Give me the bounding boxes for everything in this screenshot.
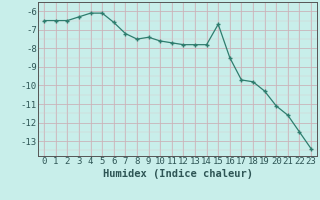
X-axis label: Humidex (Indice chaleur): Humidex (Indice chaleur) bbox=[103, 169, 252, 179]
